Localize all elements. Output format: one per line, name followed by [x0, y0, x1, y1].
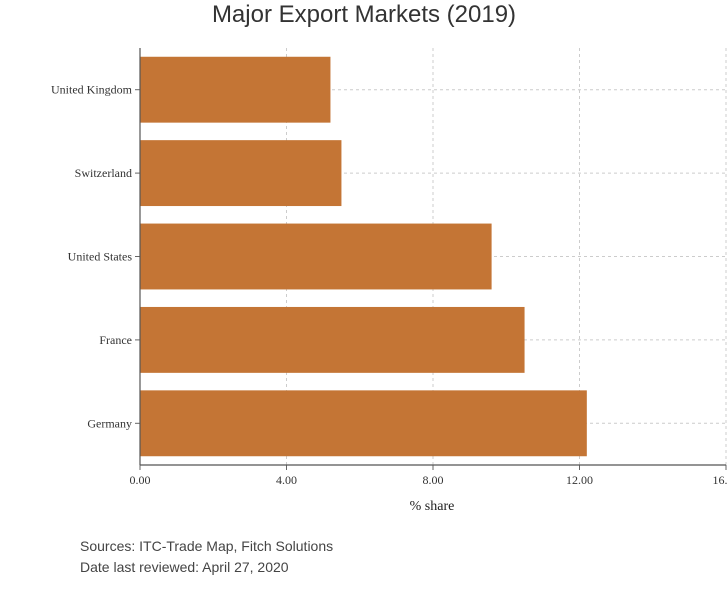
tick-labels: 0.00 4.00 8.00 12.00 16.00 United Kingdom Swit… [51, 83, 728, 487]
footer-date-reviewed: Date last reviewed: April 27, 2020 [80, 559, 289, 575]
y-tick-label: United Kingdom [51, 83, 133, 97]
axes [135, 48, 727, 470]
x-axis-title: % share [410, 499, 455, 514]
x-tick-label: 16.00 [713, 473, 728, 487]
x-tick-label: 8.00 [423, 473, 444, 487]
bar-germany [140, 390, 587, 457]
x-tick-label: 0.00 [130, 473, 151, 487]
y-tick-label: France [99, 333, 132, 347]
bar-united-kingdom [140, 56, 331, 123]
bar-switzerland [140, 140, 342, 207]
bar-united-states [140, 223, 492, 290]
chart-title: Major Export Markets (2019) [211, 1, 517, 28]
footer-sources: Sources: ITC-Trade Map, Fitch Solutions [80, 538, 334, 554]
y-tick-label: Switzerland [75, 166, 132, 180]
x-tick-label: 4.00 [276, 473, 297, 487]
x-tick-label: 12.00 [566, 473, 593, 487]
bar-france [140, 306, 525, 373]
y-tick-label: United States [68, 250, 133, 264]
bars [140, 56, 587, 457]
y-tick-label: Germany [87, 416, 132, 430]
